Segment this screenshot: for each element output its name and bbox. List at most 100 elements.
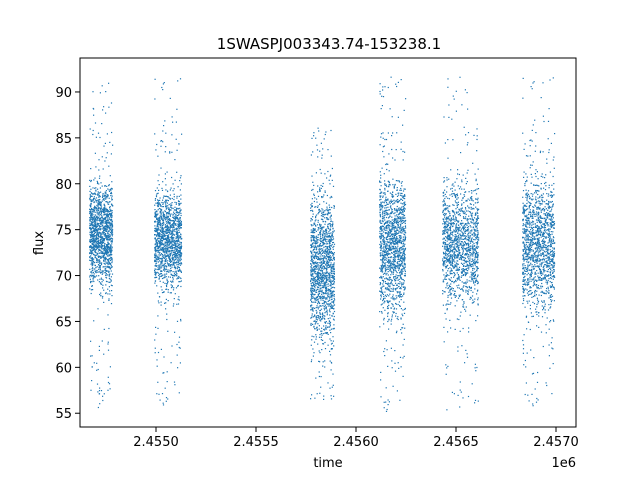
data-point — [317, 246, 319, 248]
data-point — [100, 201, 102, 203]
data-point — [404, 269, 406, 271]
data-point — [97, 246, 99, 248]
data-point — [164, 268, 166, 270]
data-point — [317, 251, 319, 253]
data-point — [157, 199, 159, 201]
data-point — [328, 274, 330, 276]
data-point — [172, 213, 174, 215]
data-point — [171, 245, 173, 247]
data-point — [389, 206, 391, 208]
data-point — [397, 225, 399, 227]
data-point — [165, 288, 167, 290]
data-point — [166, 381, 168, 383]
data-point — [172, 225, 174, 227]
data-point — [392, 287, 394, 289]
data-point — [388, 226, 390, 229]
data-point — [395, 256, 397, 258]
data-point — [311, 316, 313, 319]
data-point — [100, 219, 102, 222]
data-point — [175, 248, 177, 250]
data-point — [173, 230, 175, 232]
data-point — [320, 266, 322, 269]
data-point — [91, 380, 93, 382]
data-point — [329, 284, 331, 286]
data-point — [322, 273, 324, 275]
data-point — [329, 239, 331, 241]
data-point — [321, 258, 323, 260]
data-point — [327, 253, 329, 255]
data-point — [178, 296, 180, 298]
data-point — [105, 230, 108, 232]
data-point — [389, 192, 391, 194]
data-point — [180, 202, 182, 204]
data-point — [163, 356, 165, 358]
data-point — [92, 218, 94, 220]
data-point — [102, 211, 104, 213]
data-point — [329, 225, 331, 227]
data-point — [165, 269, 167, 271]
data-point — [95, 216, 98, 218]
data-point — [403, 293, 405, 295]
data-point — [171, 249, 173, 251]
data-point — [391, 272, 393, 274]
data-point — [324, 223, 326, 225]
data-point — [107, 215, 109, 217]
data-point — [167, 196, 169, 198]
data-point — [401, 262, 403, 264]
data-point — [391, 193, 393, 195]
data-point — [315, 215, 317, 217]
data-point — [162, 249, 164, 251]
data-point — [312, 260, 314, 262]
data-point — [89, 197, 91, 199]
data-point — [393, 213, 395, 215]
data-point — [166, 255, 168, 257]
data-point — [169, 230, 171, 232]
data-point — [324, 173, 326, 175]
data-point — [332, 242, 334, 244]
data-point — [101, 236, 103, 238]
data-point — [379, 252, 381, 254]
data-point — [314, 246, 317, 248]
data-point — [96, 230, 98, 232]
data-point — [324, 301, 326, 303]
data-point — [323, 306, 325, 308]
data-point — [319, 352, 321, 354]
data-point — [107, 349, 110, 351]
data-point — [319, 255, 321, 257]
data-point — [385, 295, 387, 297]
data-point — [315, 235, 318, 237]
data-point — [106, 281, 108, 283]
data-point — [176, 171, 178, 173]
data-point — [157, 205, 159, 208]
data-point — [312, 151, 314, 153]
data-point — [315, 268, 317, 270]
data-point — [175, 253, 177, 255]
data-point — [310, 272, 312, 274]
data-point — [175, 257, 177, 259]
data-point — [107, 247, 110, 249]
data-point — [310, 275, 312, 277]
data-point — [102, 228, 104, 230]
data-point — [168, 218, 171, 220]
data-point — [402, 211, 404, 213]
data-point — [100, 203, 102, 205]
data-point — [110, 102, 113, 104]
data-point — [108, 197, 110, 199]
data-point — [333, 324, 335, 326]
data-point — [321, 250, 323, 252]
data-point — [111, 224, 113, 226]
data-point — [97, 391, 99, 393]
data-point — [314, 283, 316, 285]
data-point — [169, 219, 171, 221]
data-point — [394, 209, 396, 211]
data-point — [380, 259, 382, 261]
data-point — [326, 194, 328, 197]
data-point — [166, 171, 168, 173]
data-point — [396, 317, 398, 320]
data-point — [96, 241, 98, 243]
data-point — [310, 306, 312, 308]
data-point — [394, 259, 396, 261]
data-point — [316, 315, 318, 317]
data-point — [180, 227, 182, 229]
data-point — [98, 213, 100, 216]
